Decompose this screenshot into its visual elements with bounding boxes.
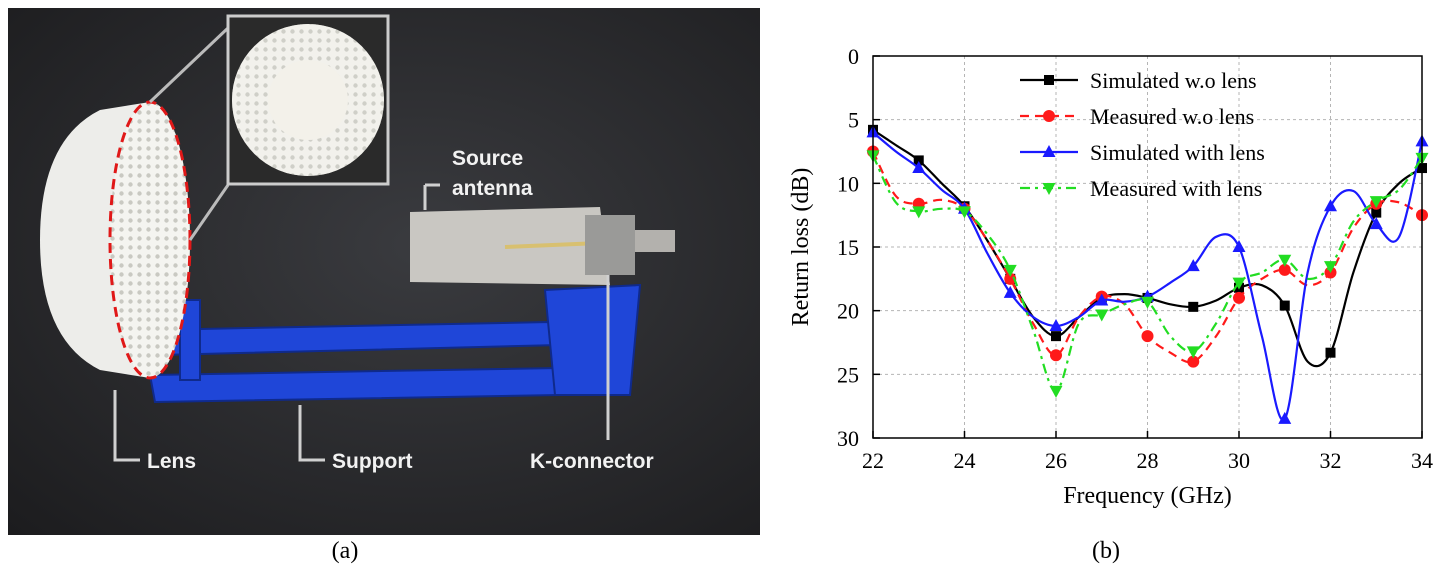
y-tick-label: 15 [837, 235, 859, 260]
marker [1003, 285, 1017, 298]
y-tick-label: 20 [837, 299, 859, 324]
support-frame [148, 283, 642, 404]
marker [1049, 318, 1063, 331]
legend-label: Simulated w.o lens [1090, 68, 1257, 93]
marker [913, 155, 924, 166]
marker [1141, 330, 1154, 343]
legend-label: Measured w.o lens [1090, 104, 1254, 129]
marker [1369, 196, 1383, 209]
label-lens: Lens [147, 450, 196, 473]
inset [148, 14, 390, 241]
x-axis-title: Frequency (GHz) [1063, 483, 1232, 509]
marker [1278, 411, 1292, 424]
x-tick-label: 22 [862, 448, 884, 473]
marker [1279, 300, 1290, 311]
y-tick-label: 5 [848, 108, 859, 133]
marker [1095, 309, 1109, 322]
marker [1186, 346, 1200, 359]
marker [1278, 263, 1291, 276]
marker [1371, 207, 1382, 218]
marker [1232, 240, 1246, 252]
x-tick-label: 34 [1411, 448, 1433, 473]
marker [1325, 347, 1336, 358]
marker [1324, 199, 1337, 212]
y-tick-label: 0 [848, 44, 859, 69]
marker [1186, 259, 1200, 272]
marker [1004, 272, 1017, 285]
marker [1369, 217, 1383, 230]
legend-marker [1043, 110, 1055, 122]
marker [1141, 296, 1154, 309]
marker [1051, 331, 1061, 342]
caption: (a) [332, 538, 359, 564]
y-tick-label: 10 [837, 171, 859, 196]
marker [1050, 349, 1062, 362]
label-source: Source [452, 147, 523, 170]
marker [1233, 291, 1245, 304]
legend-marker [1042, 145, 1056, 157]
x-tick-label: 32 [1320, 448, 1342, 473]
label-connector: K-connector [530, 450, 654, 473]
marker [1324, 261, 1337, 274]
legend-marker [1042, 183, 1056, 195]
y-tick-label: 30 [837, 426, 859, 451]
caption: (b) [1092, 538, 1120, 564]
plot-frame [872, 55, 1423, 439]
marker [1278, 254, 1292, 267]
x-tick-label: 30 [1228, 448, 1250, 473]
legend-label: Simulated with lens [1090, 140, 1265, 165]
legend-marker [1044, 75, 1054, 85]
photo: Source antenna Lens Support K-connector … [8, 8, 760, 564]
marker [1187, 355, 1200, 368]
marker [1003, 264, 1017, 277]
legend-label: Measured with lens [1090, 176, 1262, 201]
marker [958, 206, 971, 219]
marker [1232, 277, 1246, 290]
x-tick-label: 26 [1045, 448, 1067, 473]
x-tick-label: 24 [954, 448, 976, 473]
y-axis-title: Return loss (dB) [788, 168, 814, 327]
marker [912, 161, 926, 174]
marker [1095, 293, 1109, 306]
marker [912, 206, 926, 219]
label-support: Support [332, 450, 412, 473]
marker [1188, 301, 1199, 312]
marker [1049, 385, 1063, 398]
chart: 22 24 26 28 30 32 34 0 5 10 15 20 25 30 Frequency (GHz… [788, 44, 1433, 509]
x-tick-label: 28 [1137, 448, 1159, 473]
y-tick-label: 25 [837, 362, 859, 387]
callout-lines [113, 183, 610, 462]
label-source: antenna [452, 177, 533, 200]
antenna [410, 207, 675, 285]
